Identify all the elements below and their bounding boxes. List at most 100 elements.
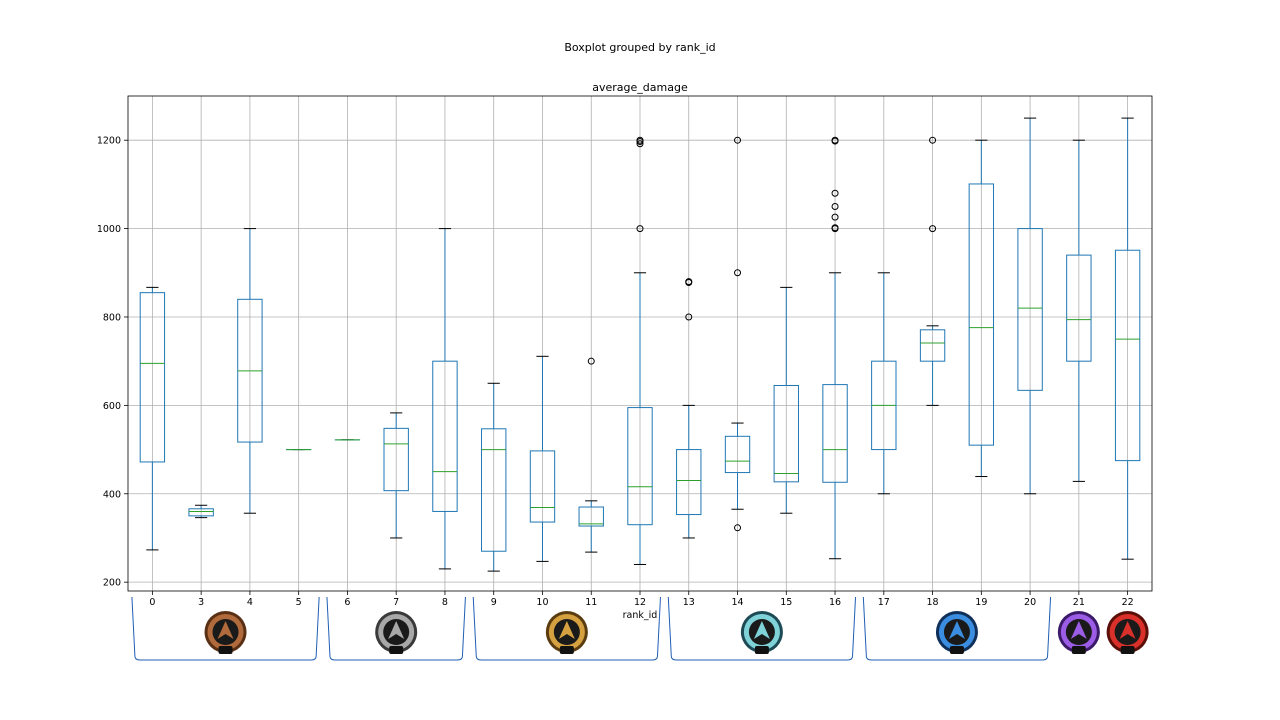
tier-layer (131, 596, 1149, 661)
box-group-rank-17 (871, 272, 897, 495)
x-tick-label: 15 (780, 597, 792, 608)
box-iqr (1066, 254, 1092, 362)
box-group-rank-11 (578, 357, 604, 553)
y-tick-label: 1200 (97, 136, 121, 147)
outlier-point (929, 225, 937, 233)
box-iqr (676, 449, 702, 516)
x-tick-label: 0 (149, 597, 155, 608)
box-iqr (773, 384, 799, 483)
box-iqr (578, 506, 604, 527)
silver-tier-badge-icon (375, 611, 418, 654)
badge-base (1071, 646, 1086, 654)
box-iqr (432, 360, 458, 512)
chart-suptitle: Boxplot grouped by rank_id (564, 41, 715, 54)
box-group-rank-8 (432, 228, 458, 570)
outlier-point (929, 136, 937, 144)
badge-base (1120, 646, 1135, 654)
outlier-point (831, 137, 839, 145)
x-tick-label: 4 (247, 597, 253, 608)
x-tick-label: 18 (927, 597, 939, 608)
x-tick-label: 16 (829, 597, 841, 608)
box-iqr (968, 183, 995, 446)
box-iqr (1114, 249, 1141, 462)
x-tick-label: 17 (878, 597, 890, 608)
x-tick-label: 11 (585, 597, 597, 608)
apex-emblem (388, 621, 405, 639)
tier-bracket (472, 596, 661, 661)
tier-bracket (326, 596, 466, 661)
predator-tier-group (1106, 611, 1149, 654)
box-iqr (188, 508, 214, 517)
x-tick-label: 5 (296, 597, 302, 608)
box-group-rank-18 (919, 136, 946, 406)
x-tick-label: 6 (344, 597, 350, 608)
box-group-rank-19 (968, 139, 995, 478)
apex-emblem (1070, 621, 1087, 639)
outlier-point (831, 189, 839, 197)
box-group-rank-3 (188, 504, 214, 519)
gold-tier-badge-icon (545, 611, 588, 654)
box-group-rank-12 (627, 136, 653, 565)
bronze-tier-badge-icon (204, 611, 247, 654)
badge-base (389, 646, 404, 654)
tier-bracket (862, 596, 1052, 661)
diamond-tier-badge-icon (935, 611, 978, 654)
y-tick-label: 600 (103, 401, 121, 412)
apex-emblem (948, 621, 965, 639)
box-iqr (139, 292, 166, 463)
box-iqr (383, 427, 409, 492)
x-tick-label: 9 (491, 597, 497, 608)
box-iqr (627, 407, 653, 526)
x-tick-label: 12 (634, 597, 646, 608)
outlier-point (734, 269, 742, 277)
box-group-rank-9 (481, 382, 507, 572)
box-group-rank-13 (676, 278, 702, 539)
platinum-tier-badge-icon (740, 611, 783, 654)
predator-tier-badge-icon (1106, 611, 1149, 654)
apex-emblem (753, 621, 770, 639)
x-tick-label: 20 (1024, 597, 1036, 608)
outlier-point (831, 213, 839, 221)
y-tick-label: 400 (103, 489, 121, 500)
outlier-point (831, 224, 839, 232)
outlier-point (587, 357, 595, 365)
y-tick-label: 200 (103, 578, 121, 589)
x-tick-label: 22 (1122, 597, 1134, 608)
apex-emblem (1119, 621, 1136, 639)
outlier-point (636, 140, 644, 148)
x-tick-label: 8 (442, 597, 448, 608)
box-group-rank-21 (1066, 139, 1092, 482)
box-group-rank-20 (1017, 117, 1043, 495)
box-iqr (724, 435, 751, 474)
outlier-point (636, 136, 644, 144)
box-group-rank-15 (773, 286, 799, 514)
x-axis-label: rank_id (623, 610, 658, 621)
outlier-point (734, 524, 742, 532)
box-group-rank-4 (237, 228, 263, 514)
box-iqr (919, 329, 946, 362)
x-tick-label: 14 (731, 597, 743, 608)
box-group-rank-0 (139, 286, 166, 551)
y-tick-label: 1000 (97, 224, 121, 235)
x-tick-label: 13 (683, 597, 695, 608)
badge-base (559, 646, 574, 654)
x-tick-label: 3 (198, 597, 204, 608)
box-group-rank-16 (822, 136, 848, 560)
apex-emblem (558, 621, 575, 639)
gold-tier-group (472, 596, 661, 661)
axis-layer: 200 400 600 800 1000 1200 0 3 4 5 6 7 8 9 10 11 12 13 14 15… (97, 95, 1153, 608)
tier-bracket (667, 596, 857, 661)
y-tick-label: 800 (103, 312, 121, 323)
box-layer (139, 117, 1141, 572)
box-group-rank-10 (529, 355, 556, 562)
master-tier-group (1057, 611, 1100, 654)
outlier-point (685, 313, 693, 321)
box-iqr (529, 450, 556, 523)
outlier-point (831, 202, 839, 210)
x-tick-label: 7 (393, 597, 399, 608)
tier-bracket (131, 596, 320, 661)
x-tick-label: 19 (975, 597, 987, 608)
silver-tier-group (326, 596, 466, 661)
box-group-rank-22 (1114, 117, 1141, 560)
